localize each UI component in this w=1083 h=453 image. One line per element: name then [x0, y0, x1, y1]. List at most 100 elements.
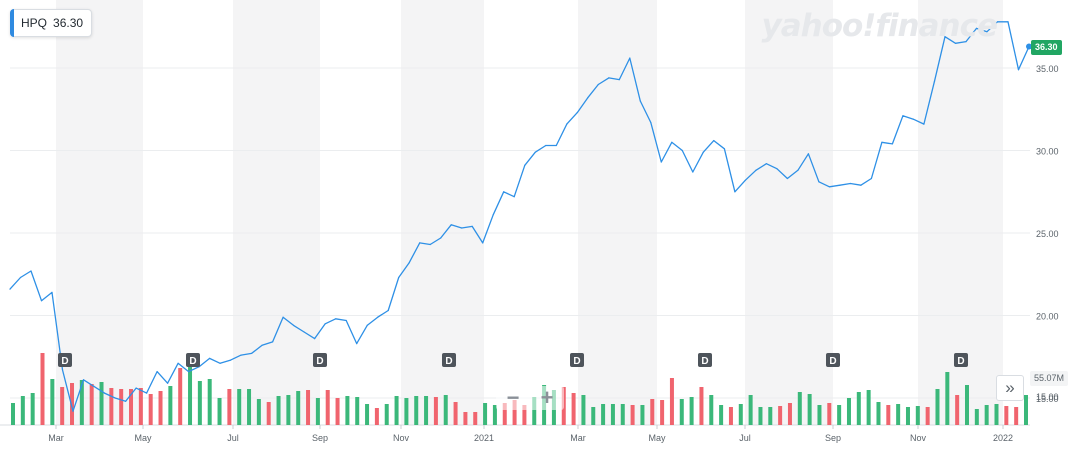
price-point [345, 319, 347, 322]
price-point [608, 77, 610, 79]
price-point [114, 397, 116, 399]
volume-bar [522, 405, 527, 425]
dividend-marker-box [313, 353, 327, 367]
price-point [387, 309, 389, 312]
volume-bar [601, 404, 606, 425]
price-point [251, 352, 253, 354]
gridlines [0, 67, 1030, 426]
volume-bar [433, 397, 438, 425]
price-point [629, 57, 631, 59]
ticker-label[interactable]: HPQ 36.30 [10, 9, 93, 37]
volume-bar [984, 405, 989, 425]
price-point [40, 300, 43, 302]
price-point [282, 316, 284, 318]
price-point [19, 276, 22, 279]
x-axis-ticks: Mar May Jul Sep Nov 2021 Mar May Jul Sep Nov 2022 [48, 425, 1013, 443]
price-point [944, 36, 946, 38]
x-tick-label: 2021 [474, 433, 494, 443]
ticker-symbol: HPQ [21, 16, 48, 30]
dividend-marker[interactable]: D [826, 353, 840, 367]
volume-bar [748, 395, 753, 425]
price-point [419, 242, 421, 244]
dividend-marker[interactable]: D [442, 353, 456, 367]
price-point [891, 143, 894, 145]
price-point [230, 359, 232, 361]
volume-bar [40, 353, 45, 425]
volume-bar [276, 396, 281, 425]
price-point [293, 324, 295, 326]
price-point [587, 97, 589, 99]
volume-bar [89, 384, 94, 425]
volume-bar [866, 390, 871, 425]
volume-bar [374, 408, 379, 425]
dividend-marker[interactable]: D [186, 353, 200, 367]
dividend-marker-box [570, 353, 584, 367]
volume-bar [846, 398, 851, 425]
dividend-marker[interactable]: D [698, 353, 712, 367]
volume-bar [660, 400, 665, 425]
price-point [702, 151, 704, 153]
dividend-marker-label: D [573, 356, 580, 367]
volume-bar [188, 366, 193, 425]
price-point [524, 164, 526, 166]
price-point [660, 161, 662, 163]
dividend-marker[interactable]: D [58, 353, 72, 367]
volume-bar [1014, 407, 1019, 425]
dividend-marker-box [826, 353, 840, 367]
price-point [261, 344, 263, 346]
volume-bar [738, 404, 743, 425]
price-point [954, 42, 957, 44]
price-point [135, 387, 137, 389]
price-point [30, 270, 32, 272]
dividend-marker[interactable]: D [954, 353, 968, 367]
last-price-point [1026, 43, 1032, 50]
price-point [408, 262, 410, 264]
volume-bar [79, 380, 84, 425]
volume-bar [699, 387, 704, 425]
volume-bar [286, 395, 291, 425]
price-point [692, 171, 694, 173]
volume-bar [99, 382, 104, 425]
dividend-marker-label: D [829, 356, 836, 367]
price-point [765, 163, 768, 165]
volume-bar [119, 389, 124, 425]
ticker-price: 36.30 [53, 16, 84, 30]
zoom-in-button[interactable]: + [540, 385, 554, 410]
price-point [555, 144, 557, 147]
volume-bar [414, 396, 419, 425]
price-point [177, 362, 179, 364]
price-point [335, 318, 337, 320]
dividend-marker-box [186, 353, 200, 367]
price-point [72, 410, 74, 412]
price-point [429, 243, 431, 246]
dividend-marker[interactable]: D [313, 353, 327, 367]
volume-bar [837, 405, 842, 425]
price-point [755, 169, 757, 171]
price-point [1007, 21, 1009, 23]
volume-bar [1024, 395, 1028, 425]
volume-bar [50, 379, 55, 425]
volume-bar [325, 390, 330, 425]
volume-bar [758, 407, 763, 425]
zoom-controls: − + [496, 386, 564, 410]
volume-bar [709, 395, 714, 425]
price-point [125, 400, 127, 402]
price-point [209, 357, 211, 359]
zoom-out-button[interactable]: − [506, 385, 520, 410]
volume-bar [905, 407, 910, 425]
price-line [9, 21, 1032, 412]
dividend-marker[interactable]: D [570, 353, 584, 367]
price-point [303, 331, 305, 333]
jump-to-end-button[interactable]: » [996, 375, 1024, 401]
price-point [807, 153, 810, 155]
price-point [146, 392, 148, 394]
x-tick-label: Jul [739, 433, 751, 443]
last-volume-badge: 55.07M [1030, 371, 1069, 386]
price-point [933, 80, 936, 82]
volume-bar [807, 394, 812, 425]
price-point [776, 168, 778, 170]
volume-bar [158, 391, 163, 425]
